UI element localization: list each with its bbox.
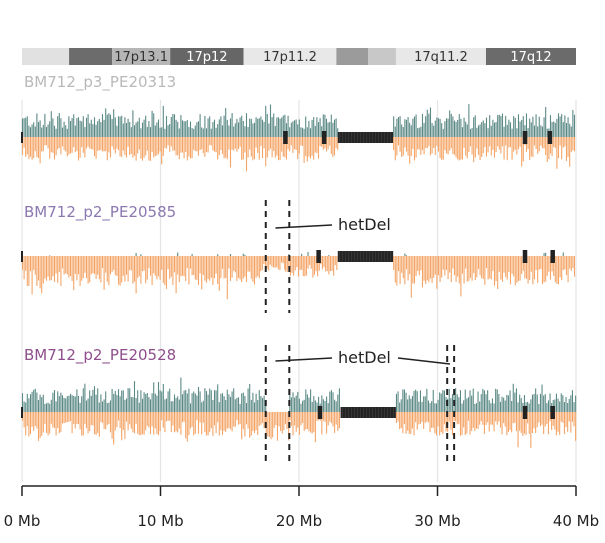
coverage-bars [285,251,338,278]
gap-hatching [342,407,394,418]
assembly-gap-block [337,132,394,143]
coverage-bars [393,104,576,169]
ideogram-band [336,48,369,65]
small-gap-marker [317,406,323,419]
assembly-gap-block [337,251,394,262]
small-gap-marker [550,406,555,419]
track: BM712_p2_PE20585 hetDel [21,200,576,313]
coverage-bars [289,388,340,443]
small-gap-marker [547,131,553,144]
small-gap-marker [316,250,321,263]
track: BM712_p2_PE20528 hetDel [21,345,577,463]
small-gap-marker [522,406,528,419]
annotation-leader-line [397,357,451,365]
chromosome-ideogram: 17p13.1 17p12 17p11.2 17q11.2 17q12 [22,48,576,65]
small-gap-marker [522,131,528,144]
annotation-leader-line [275,224,333,229]
ideogram-band-label: 17p11.2 [263,50,317,65]
track-start-marker [21,407,23,418]
ideogram-band-label: 17q12 [510,50,551,65]
coverage-bars [21,377,267,445]
track-label: BM712_p3_PE20313 [24,73,176,92]
x-tick-label: 0 Mb [4,512,41,530]
ideogram-band [22,48,70,65]
ideogram-band-label: 17p13.1 [114,50,168,65]
ideogram-band-label: 17q11.2 [414,50,468,65]
x-tick-label: 10 Mb [137,512,183,530]
ideogram-band [69,48,113,65]
coverage-bars [265,412,290,441]
x-tick-label: 40 Mb [553,512,599,530]
track-label: BM712_p2_PE20585 [24,203,176,222]
x-tick-label: 30 Mb [414,512,460,530]
coverage-bars [21,104,339,172]
ideogram-band-label: 17p12 [186,50,227,65]
hetdel-annotation-label: hetDel [338,348,391,367]
gap-hatching [339,251,392,262]
gap-hatching [339,132,392,143]
small-gap-marker [522,250,528,263]
x-tick-label: 20 Mb [276,512,322,530]
coverage-bars [21,252,260,300]
ideogram-band [243,48,337,65]
ideogram-band [368,48,396,65]
small-gap-marker [283,131,288,144]
copy-number-tracks: BM712_p3_PE20313BM712_p2_PE20585hetDelBM… [21,73,577,463]
coverage-bars [395,383,577,448]
track-start-marker [21,132,23,143]
ideogram-band [395,48,486,65]
track: BM712_p3_PE20313 [21,73,576,172]
x-axis: 0 Mb 10 Mb 20 Mb 30 Mb 40 Mb [4,485,599,530]
small-gap-marker [321,131,327,144]
ideogram-band [170,48,244,65]
small-gap-marker [550,250,555,263]
ideogram-band [485,48,576,65]
coverage-bars [393,252,576,298]
coverage-bars [260,256,286,272]
assembly-gap-block [340,407,396,418]
track-label: BM712_p2_PE20528 [24,346,176,365]
annotation-leader-line [275,357,333,362]
ideogram-band [112,48,171,65]
track-start-marker [21,251,23,262]
hetdel-annotation-label: hetDel [338,215,391,234]
